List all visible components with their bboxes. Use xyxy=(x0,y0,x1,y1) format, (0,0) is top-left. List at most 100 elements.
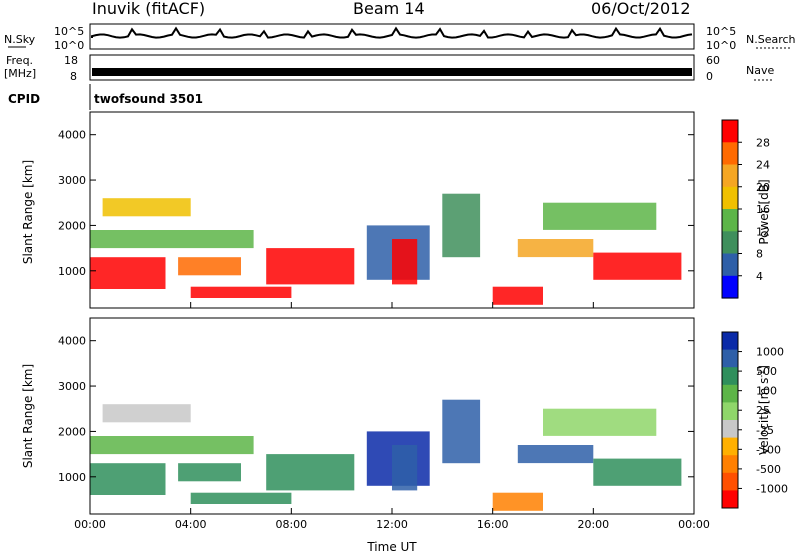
x-tick-label: 16:00 xyxy=(477,518,509,531)
data-segment xyxy=(90,257,166,289)
power-ylabel: Slant Range [km] xyxy=(21,160,35,264)
freq-tick-bottom: 8 xyxy=(70,70,77,83)
colorbar-swatch xyxy=(722,455,738,474)
colorbar-swatch xyxy=(722,384,738,403)
colorbar-swatch xyxy=(722,142,738,166)
cpid-value: twofsound 3501 xyxy=(94,92,203,106)
nsky-tick-top: 10^5 xyxy=(54,25,84,38)
data-segment xyxy=(442,399,481,464)
colorbar-swatch xyxy=(722,120,738,143)
nave-tick-bottom: 0 xyxy=(706,70,713,83)
velocity-ylabel: Slant Range [km] xyxy=(21,364,35,468)
station-title: Inuvik (fitACF) xyxy=(92,0,205,18)
y-tick-label: 3000 xyxy=(58,380,86,393)
nsky-tick-bottom: 10^0 xyxy=(54,39,84,52)
colorbar-swatch xyxy=(722,209,738,232)
nsky-trace xyxy=(91,26,693,39)
nsearch-tick-bottom: 10^0 xyxy=(706,39,736,52)
colorbar-swatch xyxy=(722,253,738,277)
colorbar-tick-label: 4 xyxy=(756,270,763,283)
data-segment xyxy=(102,404,191,423)
cpid-label: CPID xyxy=(8,92,40,106)
nsky-line xyxy=(91,26,693,39)
colorbar-tick-label: 25 xyxy=(756,404,770,417)
y-tick-label: 1000 xyxy=(58,471,86,484)
x-tick-label: 00:00 xyxy=(678,518,710,531)
colorbar-swatch xyxy=(722,186,738,210)
colorbar-tick-label: 100 xyxy=(756,385,777,398)
colorbar-swatch xyxy=(722,402,738,421)
y-tick-label: 4000 xyxy=(58,335,86,348)
colorbar-tick-label: -25 xyxy=(756,424,774,437)
colorbar-tick-label: -500 xyxy=(756,463,781,476)
colorbar-tick-label: 28 xyxy=(756,136,770,149)
velocity-colorbar-label: Velocity [m s-1] xyxy=(757,365,772,455)
data-segment xyxy=(90,230,254,249)
y-tick-label: 2000 xyxy=(58,425,86,438)
data-segment xyxy=(492,286,543,305)
data-segment xyxy=(266,248,355,285)
colorbar-swatch xyxy=(722,349,738,368)
data-segment xyxy=(543,408,657,436)
power-colorbar: 28 24 20 16 12 8 4 xyxy=(721,119,770,299)
y-tick-label: 4000 xyxy=(58,129,86,142)
data-segment xyxy=(90,436,254,455)
time-xlabel: Time UT xyxy=(366,540,417,554)
colorbar-swatch xyxy=(722,437,738,456)
velocity-panel: 1000 2000 3000 4000 00:00 04:00 08:00 12:00 16:0… xyxy=(58,317,710,531)
nsearch-tick-top: 10^5 xyxy=(706,25,736,38)
data-segment xyxy=(90,463,166,495)
freq-panel xyxy=(89,54,695,81)
freq-label-2: [MHz] xyxy=(4,67,36,80)
x-tick-label: 00:00 xyxy=(74,518,106,531)
x-tick-label: 04:00 xyxy=(175,518,207,531)
colorbar-swatch xyxy=(722,420,738,439)
colorbar-swatch xyxy=(722,490,738,509)
power-colorbar-label: Power [dB] xyxy=(757,179,771,244)
colorbar-tick-label: 1000 xyxy=(756,346,784,359)
data-segment xyxy=(178,257,241,276)
data-segment xyxy=(593,252,682,280)
data-segment xyxy=(392,445,418,491)
data-segment xyxy=(593,458,682,486)
date-title: 06/Oct/2012 xyxy=(591,0,691,18)
colorbar-tick-label: 24 xyxy=(756,159,770,172)
velocity-colorbar: 1000 500 100 25 -25 -100 -500 -1000 xyxy=(721,331,788,509)
freq-label-1: Freq. xyxy=(6,54,33,67)
nave-tick-top: 60 xyxy=(706,54,720,67)
colorbar-tick-label: 20 xyxy=(756,181,770,194)
colorbar-tick-label: 8 xyxy=(756,248,763,261)
data-segment xyxy=(543,202,657,230)
colorbar-swatch xyxy=(722,231,738,255)
colorbar-tick-label: -100 xyxy=(756,443,781,456)
colorbar-tick-label: 12 xyxy=(756,225,770,238)
colorbar-swatch xyxy=(722,472,738,491)
data-segment xyxy=(190,286,292,298)
x-tick-label: 08:00 xyxy=(275,518,307,531)
power-panel: 1000 2000 3000 4000 xyxy=(58,111,695,309)
x-tick-label: 20:00 xyxy=(577,518,609,531)
colorbar-tick-label: -1000 xyxy=(756,482,788,495)
data-segment xyxy=(517,239,594,258)
colorbar-swatch xyxy=(722,275,738,299)
colorbar-swatch xyxy=(722,367,738,386)
nave-label: Nave xyxy=(746,64,774,77)
data-segment xyxy=(492,492,543,511)
y-tick-label: 2000 xyxy=(58,219,86,232)
colorbar-swatch xyxy=(722,164,738,188)
nsky-label: N.Sky xyxy=(4,33,36,46)
y-tick-label: 3000 xyxy=(58,174,86,187)
beam-title: Beam 14 xyxy=(353,0,425,18)
freq-tick-top: 18 xyxy=(64,54,78,67)
data-segment xyxy=(442,193,481,258)
nsearch-label: N.Search xyxy=(746,33,796,46)
colorbar-tick-label: 500 xyxy=(756,365,777,378)
data-segment xyxy=(392,239,418,285)
x-tick-label: 12:00 xyxy=(376,518,408,531)
y-tick-label: 1000 xyxy=(58,265,86,278)
data-segment xyxy=(517,445,594,464)
data-segment xyxy=(102,198,191,217)
colorbar-swatch xyxy=(722,332,738,351)
data-segment xyxy=(178,463,241,482)
